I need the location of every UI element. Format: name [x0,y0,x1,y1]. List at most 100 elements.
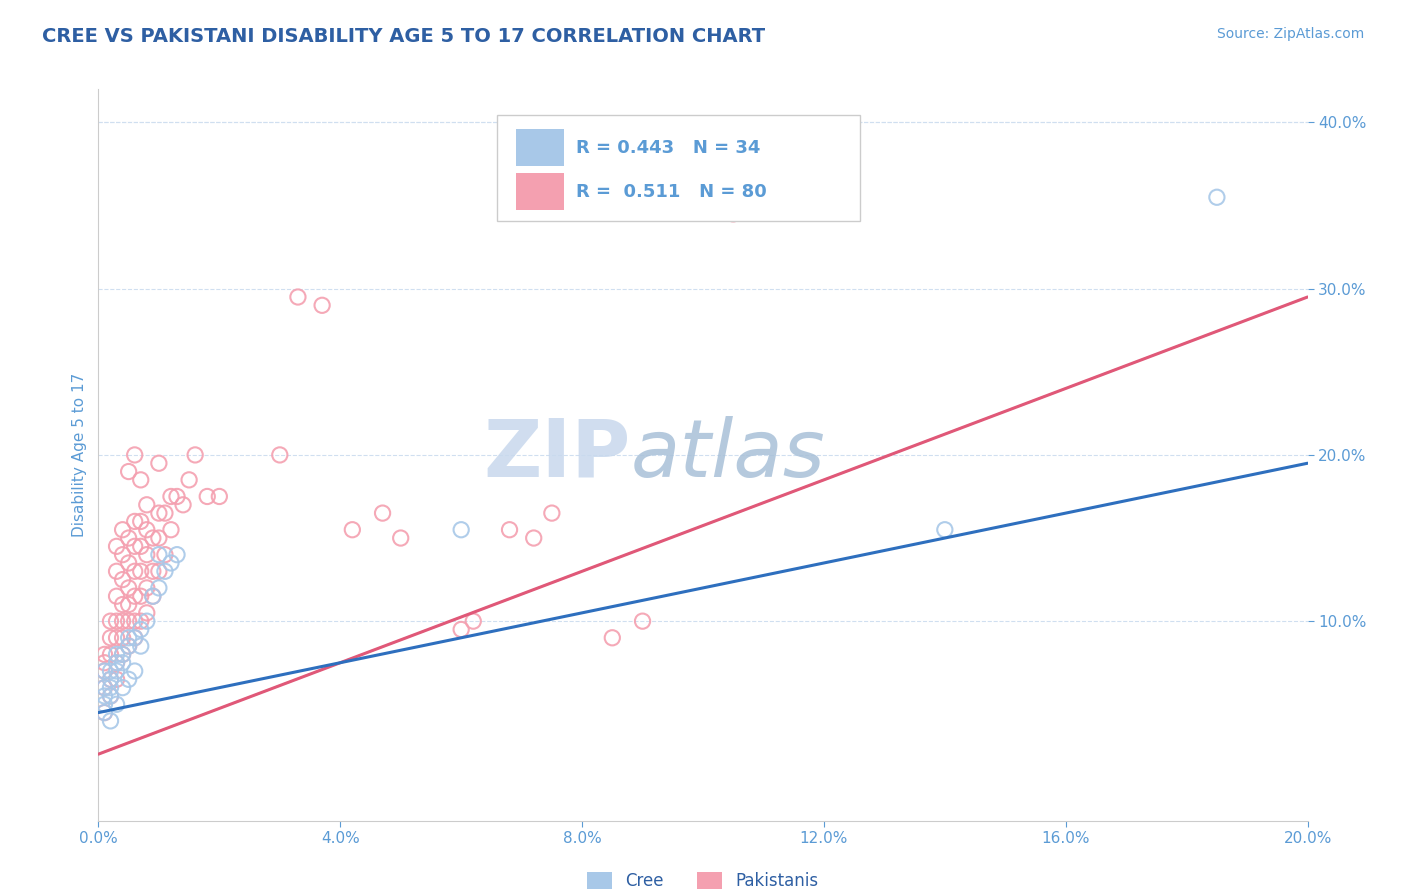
Point [105,564,128,578]
Point [124,539,146,553]
Point [93,656,115,670]
Point [118,639,141,653]
Point [100,664,122,678]
Point [105,539,128,553]
Point [135,523,157,537]
Point [100,673,122,687]
Point [135,581,157,595]
Point [100,673,122,687]
Point [934,523,956,537]
Point [129,589,152,603]
Point [111,656,134,670]
Point [100,614,122,628]
Point [100,689,122,703]
Point [118,598,141,612]
Text: R = 0.443   N = 34: R = 0.443 N = 34 [576,139,761,157]
Point [129,473,152,487]
Point [148,548,170,562]
Point [602,631,624,645]
Point [100,689,122,703]
Point [100,714,122,728]
Point [160,523,183,537]
Text: Source: ZipAtlas.com: Source: ZipAtlas.com [1216,27,1364,41]
Point [153,564,176,578]
Text: ZIP: ZIP [484,416,630,494]
Point [124,664,146,678]
Point [184,448,207,462]
Point [105,673,128,687]
Point [111,523,134,537]
Point [463,614,485,628]
Point [105,631,128,645]
Point [111,548,134,562]
Point [269,448,291,462]
Point [160,556,183,570]
Point [142,531,165,545]
Point [100,681,122,695]
Point [111,681,134,695]
Point [129,515,152,529]
Point [342,523,364,537]
Point [129,623,152,637]
Point [498,523,520,537]
Text: atlas: atlas [630,416,825,494]
Point [195,490,218,504]
FancyBboxPatch shape [498,115,860,221]
Point [105,656,128,670]
Point [93,664,115,678]
Point [135,498,157,512]
Point [93,664,115,678]
Point [129,539,152,553]
Point [105,614,128,628]
Point [124,564,146,578]
Text: CREE VS PAKISTANI DISABILITY AGE 5 TO 17 CORRELATION CHART: CREE VS PAKISTANI DISABILITY AGE 5 TO 17… [42,27,765,45]
Point [118,639,141,653]
Point [100,648,122,662]
Point [105,664,128,678]
Point [129,564,152,578]
Point [179,473,201,487]
Point [124,631,146,645]
Point [124,631,146,645]
Point [124,589,146,603]
Point [105,589,128,603]
Point [93,681,115,695]
Point [118,465,141,479]
Point [118,556,141,570]
Point [148,506,170,520]
Point [287,290,309,304]
Point [111,631,134,645]
Point [371,506,394,520]
Point [153,548,176,562]
Point [148,456,170,470]
Point [111,648,134,662]
Point [148,531,170,545]
Point [93,689,115,703]
Point [450,523,472,537]
Point [166,548,188,562]
Point [124,515,146,529]
Point [129,639,152,653]
Y-axis label: Disability Age 5 to 17: Disability Age 5 to 17 [72,373,87,537]
Point [723,207,745,221]
Point [118,631,141,645]
Point [93,648,115,662]
Point [135,606,157,620]
Point [118,614,141,628]
Point [124,614,146,628]
Point [100,631,122,645]
Point [93,698,115,712]
Point [311,298,333,312]
Point [153,506,176,520]
Point [111,614,134,628]
Point [172,498,194,512]
Point [118,531,141,545]
Point [148,564,170,578]
Point [389,531,412,545]
Point [93,706,115,720]
Point [93,706,115,720]
Point [208,490,231,504]
Point [631,614,654,628]
Text: R =  0.511   N = 80: R = 0.511 N = 80 [576,183,766,201]
Point [105,648,128,662]
